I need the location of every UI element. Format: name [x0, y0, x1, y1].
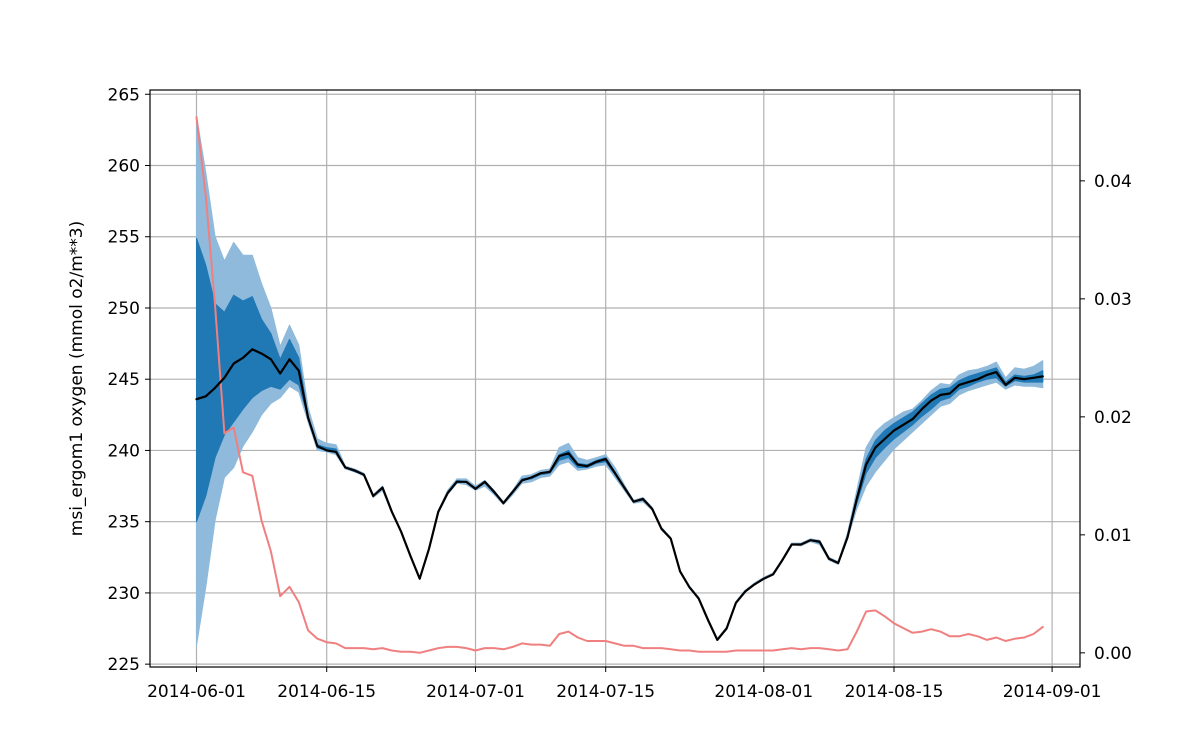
plot-frame [149, 89, 1081, 668]
outer-band [196, 115, 1044, 647]
x-tick-label: 2014-08-01 [714, 682, 813, 702]
y2-tick-label: 0.04 [1094, 172, 1132, 192]
y2-tick-label: 0.01 [1094, 526, 1132, 546]
y2-tick-label: 0.02 [1094, 408, 1132, 428]
x-tick-label: 2014-06-15 [277, 682, 376, 702]
x-tick-label: 2014-09-01 [1003, 682, 1102, 702]
y2-tick-label: 0.03 [1094, 290, 1132, 310]
series-lines [195, 116, 1044, 654]
x-tick-label: 2014-07-01 [426, 682, 525, 702]
y-tick-label: 255 [108, 228, 140, 248]
x-tick-label: 2014-08-15 [845, 682, 944, 702]
axis-ticks: 2014-06-01 2014-06-15 2014-07-01 2014-07-15… [108, 85, 1132, 702]
y-axis-label: msi_ergom1 oxygen (mmol o2/m**3) [67, 221, 87, 536]
y-tick-label: 235 [108, 513, 140, 533]
grid [150, 90, 1080, 667]
y-tick-label: 230 [108, 584, 140, 604]
y-tick-label: 245 [108, 370, 140, 390]
y-tick-label: 250 [108, 299, 140, 319]
y-tick-label: 260 [108, 157, 140, 177]
y-tick-label: 265 [108, 85, 140, 105]
secondary-line [195, 116, 1044, 654]
mean-line [195, 348, 1044, 642]
y2-tick-label: 0.00 [1094, 644, 1132, 664]
y-tick-label: 240 [108, 441, 140, 461]
x-tick-label: 2014-06-01 [147, 682, 246, 702]
x-tick-label: 2014-07-15 [556, 682, 655, 702]
y-tick-label: 225 [108, 655, 140, 675]
